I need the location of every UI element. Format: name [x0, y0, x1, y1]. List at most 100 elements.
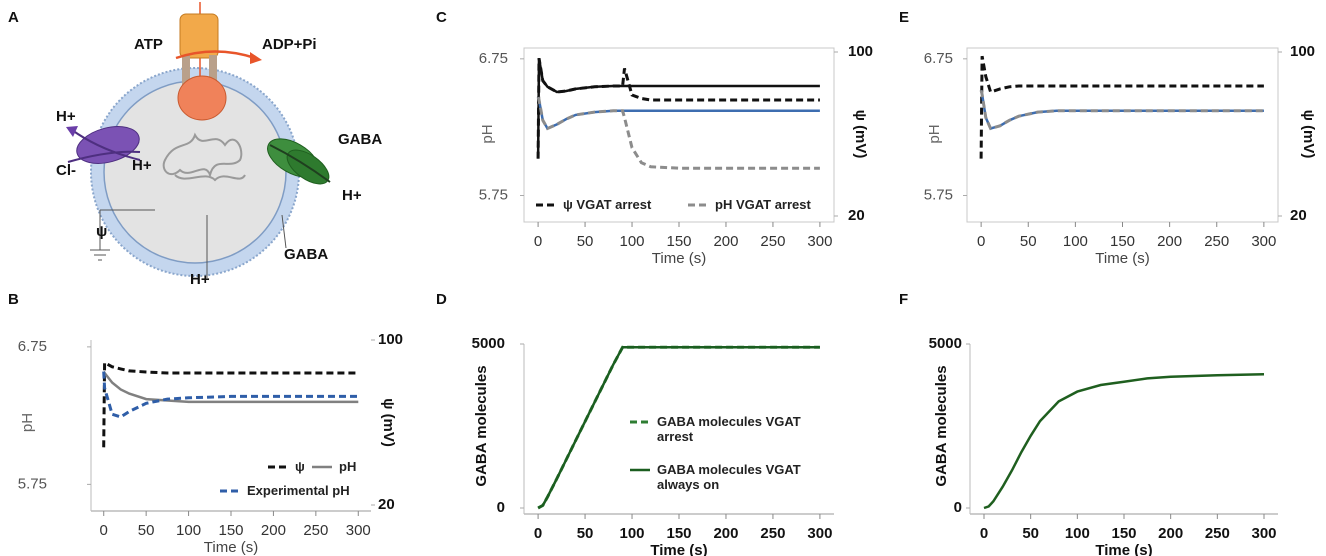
legend-label: pH: [339, 459, 357, 474]
panel-label: F: [899, 291, 908, 308]
x-tick-label: 300: [1251, 233, 1276, 250]
cl-arrow: [67, 150, 141, 163]
y2-tick-label: 100: [848, 43, 873, 60]
atp-arrow: [175, 50, 256, 60]
y2-tick-label: 20: [848, 207, 865, 224]
data-line: [979, 55, 1264, 159]
plot-frame: [966, 47, 1279, 223]
diagram-label: H+: [132, 157, 152, 174]
diagram-label: ADP+Pi: [262, 36, 317, 53]
y-tick-label: 5000: [472, 335, 505, 352]
x-tick-label: 0: [534, 525, 542, 542]
x-tick-label: 100: [1063, 233, 1088, 250]
x-tick-label: 250: [303, 522, 328, 539]
x-tick-label: 300: [1251, 525, 1276, 542]
cell-diagram: [66, 2, 331, 278]
diagram-label: ψ: [96, 223, 107, 240]
atpase-head: [179, 13, 219, 59]
y-axis-title: pH: [479, 124, 496, 143]
legend-label: ψ VGAT arrest: [563, 197, 652, 212]
diagram-label: H+: [342, 187, 362, 204]
legend-label: pH VGAT arrest: [715, 197, 811, 212]
x-tick-label: 250: [1205, 525, 1230, 542]
y-tick-label: 5.75: [18, 475, 47, 492]
data-line: [983, 372, 1265, 510]
x-tick-label: 50: [577, 233, 594, 250]
diagram-label: GABA: [284, 246, 328, 263]
antiporter: [76, 126, 140, 164]
x-axis-title: Time (s): [1095, 250, 1149, 267]
y-axis-title: pH: [926, 124, 943, 143]
x-tick-label: 200: [713, 525, 738, 542]
diagram-label: ATP: [134, 36, 163, 53]
data-line: [536, 57, 820, 159]
x-tick-label: 200: [261, 522, 286, 539]
x-tick-label: 250: [760, 233, 785, 250]
data-line: [102, 371, 359, 419]
x-axis-title: Time (s): [650, 542, 707, 556]
x-tick-label: 100: [176, 522, 201, 539]
x-tick-label: 200: [1158, 525, 1183, 542]
x-tick-label: 50: [577, 525, 594, 542]
data-line: [979, 90, 1264, 131]
diagram-label: GABA: [338, 131, 382, 148]
x-tick-label: 100: [620, 233, 645, 250]
x-tick-label: 50: [1022, 525, 1039, 542]
x-tick-label: 150: [1110, 233, 1135, 250]
data-line: [979, 89, 1264, 131]
x-tick-label: 250: [760, 525, 785, 542]
x-tick-label: 300: [346, 522, 371, 539]
x-tick-label: 50: [1020, 233, 1037, 250]
x-tick-label: 0: [977, 233, 985, 250]
x-axis-title: Time (s): [652, 250, 706, 267]
y-tick-label: 5000: [929, 335, 962, 352]
y-axis-title: GABA molecules: [473, 365, 490, 486]
data-line: [102, 360, 359, 448]
y-tick-label: 6.75: [479, 50, 508, 67]
y-tick-label: 0: [497, 499, 505, 516]
atpase-base: [177, 75, 227, 121]
y2-tick-label: 20: [378, 496, 395, 513]
y2-axis-title: ψ (mV): [852, 110, 869, 159]
x-tick-label: 0: [980, 525, 988, 542]
legend-label: ψ: [295, 459, 305, 474]
y-axis-title: pH: [19, 413, 36, 432]
panel-label: C: [436, 9, 447, 26]
x-axis-title: Time (s): [1095, 542, 1152, 556]
legend-label: Experimental pH: [247, 483, 350, 498]
y-tick-label: 6.75: [18, 338, 47, 355]
panel-label: A: [8, 9, 19, 26]
y-axis-title: GABA molecules: [933, 365, 950, 486]
x-tick-label: 250: [1204, 233, 1229, 250]
legend-label: GABA molecules VGAT always on: [657, 462, 801, 492]
y-tick-label: 6.75: [924, 50, 953, 67]
x-tick-label: 150: [666, 525, 691, 542]
x-tick-label: 300: [807, 525, 832, 542]
gaba-cluster: [162, 132, 246, 182]
gaba-arrow: [269, 144, 331, 183]
y-tick-label: 0: [954, 499, 962, 516]
diagram-label: Cl-: [56, 162, 76, 179]
atpase-stalk: [209, 55, 217, 95]
x-tick-label: 150: [666, 233, 691, 250]
x-tick-label: 150: [1111, 525, 1136, 542]
x-tick-label: 0: [534, 233, 542, 250]
arrow-head: [66, 126, 78, 137]
y2-tick-label: 20: [1290, 207, 1307, 224]
y2-axis-title: ψ (mV): [380, 398, 397, 447]
panel-label: D: [436, 291, 447, 308]
panel-label: E: [899, 9, 909, 26]
x-tick-label: 100: [1065, 525, 1090, 542]
y-tick-label: 5.75: [479, 186, 508, 203]
data-line: [536, 96, 820, 170]
plot-frame: [523, 47, 835, 223]
panel-label: B: [8, 291, 19, 308]
y-tick-label: 5.75: [924, 186, 953, 203]
diagram-label: H+: [190, 271, 210, 288]
data-line: [536, 57, 820, 159]
x-tick-label: 50: [138, 522, 155, 539]
y2-tick-label: 100: [378, 331, 403, 348]
x-tick-label: 300: [807, 233, 832, 250]
